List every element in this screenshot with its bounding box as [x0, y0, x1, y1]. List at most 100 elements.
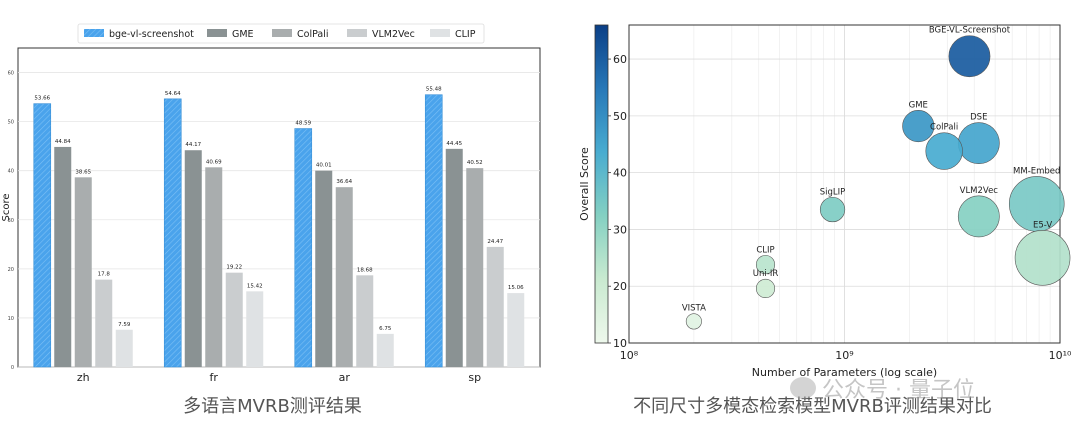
x-tick-label: 10¹⁰ [1049, 349, 1072, 362]
bubble-label: GME [909, 100, 928, 110]
watermark: 公众号 · 量子位 [790, 372, 975, 404]
bar-value-label: 15.06 [508, 285, 524, 291]
bar-value-label: 40.52 [467, 160, 483, 166]
bubble-label: BGE-VL-Screenshot [929, 26, 1011, 36]
bar-vlm2vec [225, 272, 243, 367]
colorbar-tick-label: 60 [613, 53, 627, 66]
bar-vlm2vec [95, 279, 113, 367]
bubble-clip [755, 255, 776, 275]
bar-bge-vl-screenshot [294, 128, 313, 368]
bubble-dse [957, 122, 1000, 165]
bar-gme [445, 148, 463, 367]
bar-bge-vl-screenshot [424, 94, 443, 368]
bar-value-label: 7.59 [118, 322, 131, 328]
bar-colpali [335, 187, 353, 367]
bubble-vista [685, 313, 702, 330]
bar-value-label: 24.47 [487, 239, 503, 245]
bar-value-label: 19.22 [226, 265, 242, 271]
bubble-colpali [925, 132, 963, 170]
legend-swatch [84, 29, 104, 37]
y-tick-label: 40 [8, 169, 14, 175]
legend-label: bge-vl-screenshot [109, 29, 194, 40]
bubble-label: Uni-IR [753, 269, 779, 279]
bar-value-label: 18.68 [357, 267, 373, 273]
y-axis-label: Overall Score [578, 147, 591, 221]
colorbar-tick-label: 50 [613, 110, 627, 123]
bar-bge-vl-screenshot [33, 103, 52, 368]
plot-frame [628, 24, 1061, 344]
bar-vlm2vec [356, 275, 374, 367]
bar-gme [54, 146, 72, 367]
x-tick-label: ar [339, 371, 351, 384]
x-axis-label: Number of Parameters (log scale) [752, 366, 937, 379]
bar-clip [376, 333, 394, 367]
bubble-label: E5-V [1033, 220, 1052, 230]
bubble-label: MM-Embed [1013, 166, 1060, 176]
bar-bge-vl-screenshot [163, 98, 182, 368]
legend-label: CLIP [455, 29, 476, 40]
bar-chart-panel: 0 10 20 30 40 50 60 Score 53.66 44.84 38.65 17.8 7.5… [1, 23, 541, 384]
bar-value-label: 17.8 [98, 272, 111, 278]
bubble-chart-panel: 10 20 30 40 50 60 Overall Score 10⁸ 10⁹ 10¹⁰ Numbe… [545, 0, 1080, 440]
colorbar-tick-label: 10 [613, 337, 627, 350]
bubble-label: VLM2Vec [960, 186, 999, 196]
y-tick-label: 20 [8, 267, 14, 273]
bubble-gme [902, 110, 935, 143]
bar-colpali [205, 167, 223, 367]
legend-swatch [347, 29, 367, 37]
bar-clip [507, 293, 525, 367]
bar-value-label: 55.48 [426, 87, 442, 93]
bar-value-label: 40.69 [206, 159, 222, 165]
y-axis-label: Score [1, 193, 12, 221]
legend-swatch [430, 29, 450, 37]
y-tick-label: 50 [8, 120, 14, 126]
bar-clip [115, 329, 133, 367]
y-tick-label: 60 [8, 71, 14, 77]
legend-label: ColPali [297, 29, 329, 40]
x-tick-label: 10⁸ [620, 349, 639, 362]
legend-swatch [272, 29, 292, 37]
x-tick-label: zh [77, 371, 90, 384]
bar-value-label: 54.64 [165, 91, 181, 97]
colorbar-tick-label: 40 [613, 167, 627, 180]
bubble-label: CLIP [756, 245, 774, 255]
y-tick-label: 10 [8, 316, 14, 322]
y-tick-label: 30 [8, 218, 14, 224]
bubble-bge-vl-screenshot [948, 35, 991, 78]
bar-chart: 0 10 20 30 40 50 60 Score 53.66 44.84 38.65 17.8 7.5… [1, 23, 541, 384]
bar-value-label: 44.45 [446, 141, 462, 147]
x-tick-label: fr [210, 371, 219, 384]
bar-value-label: 44.17 [185, 142, 201, 148]
bubble-siglip [819, 196, 846, 223]
colorbar [594, 24, 609, 344]
bar-value-label: 36.64 [336, 179, 352, 185]
colorbar-tick-label: 30 [613, 223, 627, 236]
bubble-label: SigLIP [820, 187, 846, 197]
bubble-chart: 10 20 30 40 50 60 Overall Score 10⁸ 10⁹ 10¹⁰ Numbe… [578, 24, 1072, 379]
y-tick-label: 0 [11, 365, 14, 371]
x-tick-label: sp [468, 371, 481, 384]
bar-clip [246, 291, 264, 367]
bar-value-label: 48.59 [295, 121, 311, 127]
bar-value-label: 38.65 [75, 169, 91, 175]
bar-value-label: 44.84 [55, 139, 71, 145]
bar-chart-caption: 多语言MVRB测评结果 [183, 396, 362, 417]
bubble-label: VISTA [682, 304, 706, 314]
bar-colpali [466, 168, 484, 367]
legend-label: VLM2Vec [372, 29, 415, 40]
bar-gme [315, 170, 333, 367]
bar-colpali [74, 177, 92, 367]
bar-value-label: 53.66 [34, 96, 50, 102]
bubble-chart-caption: 不同尺寸多模态检索模型MVRB评测结果对比 [633, 396, 992, 417]
legend: bge-vl-screenshot GME ColPali VLM2Vec CLIP [77, 23, 485, 44]
wechat-icon [790, 377, 816, 399]
x-tick-label: 10⁹ [835, 349, 853, 362]
legend-label: GME [232, 29, 254, 40]
bar-vlm2vec [486, 246, 504, 367]
bar-value-label: 6.75 [379, 326, 392, 332]
legend-swatch [207, 29, 227, 37]
bubble-uni-ir [755, 278, 776, 299]
bubble-vlm2vec [957, 195, 1000, 238]
bubble-label: ColPali [930, 123, 958, 133]
bubble-label: DSE [970, 113, 987, 123]
